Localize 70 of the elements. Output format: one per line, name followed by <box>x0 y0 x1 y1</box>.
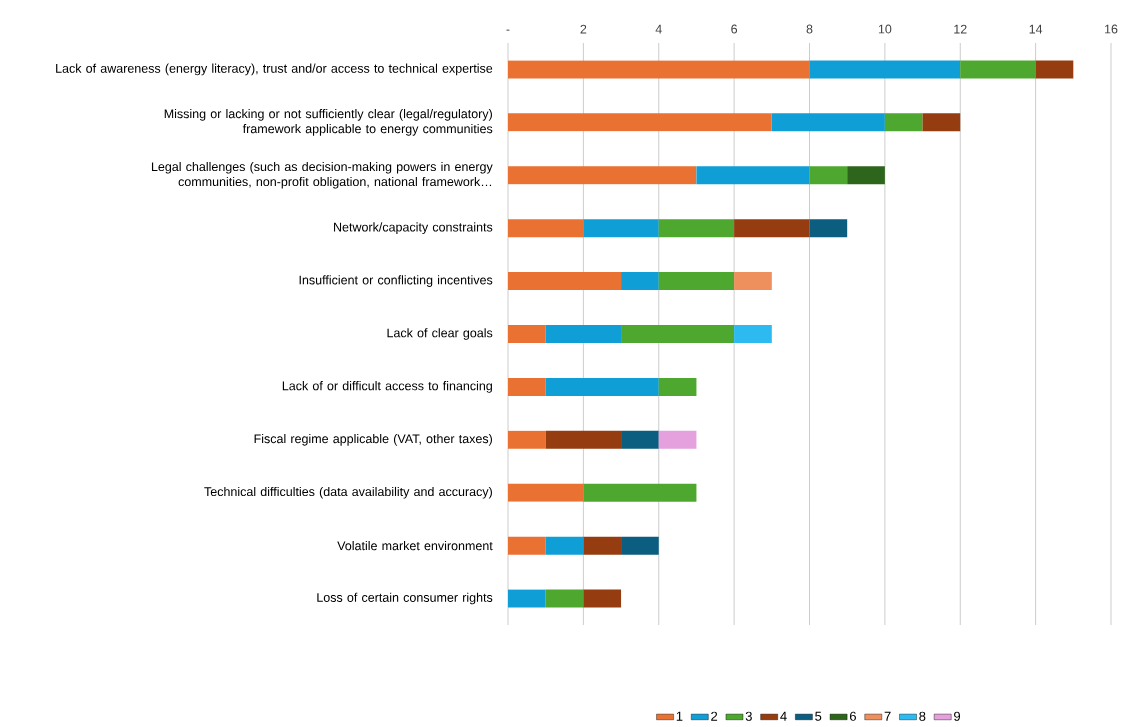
bar <box>809 166 848 185</box>
bar <box>508 377 546 396</box>
bar <box>696 166 810 185</box>
legend-label: 6 <box>849 711 856 721</box>
bar <box>658 219 735 238</box>
bar <box>583 589 622 608</box>
bar <box>809 219 848 238</box>
y-tick-label: Fiscal regime applicable (VAT, other taxes) <box>254 433 492 446</box>
bar <box>771 113 885 132</box>
x-tick-label: 8 <box>806 24 813 34</box>
y-tick-label: Volatile market environment <box>337 541 493 551</box>
bar <box>545 377 659 396</box>
bar <box>545 325 622 343</box>
legend-label: 1 <box>676 711 683 721</box>
x-tick-label: 6 <box>731 24 738 34</box>
bar <box>621 325 735 343</box>
bar <box>583 219 659 238</box>
y-tick-label: Network/capacity constraints <box>334 222 493 234</box>
x-tick-label: 2 <box>580 24 587 34</box>
bar <box>508 430 546 449</box>
legend-label: 8 <box>919 711 926 721</box>
bar <box>545 589 584 608</box>
bar <box>621 430 659 449</box>
x-tick-label: 4 <box>655 24 662 34</box>
bar <box>884 113 923 132</box>
y-tick-label: Lack of awareness (energy literacy), trust and/or access to technical expertise <box>56 63 493 76</box>
bar <box>545 536 584 555</box>
bar <box>508 113 772 132</box>
x-tick-label: 14 <box>1029 24 1043 34</box>
y-tick-label: Insufficient or conflicting incentives <box>299 275 493 287</box>
legend-label: 3 <box>745 711 752 721</box>
legend-label: 7 <box>884 711 891 721</box>
bar <box>508 272 622 291</box>
bar <box>583 483 697 502</box>
bar <box>734 325 772 343</box>
bar <box>809 60 961 79</box>
bar <box>545 430 622 449</box>
bar <box>658 272 735 291</box>
bar <box>508 60 810 79</box>
bar <box>734 219 810 238</box>
x-tick-label: - <box>506 29 510 31</box>
x-tick-label: 12 <box>954 24 967 34</box>
bar <box>583 536 622 555</box>
legend-label: 4 <box>780 711 787 721</box>
bar <box>621 536 659 555</box>
bar <box>508 219 584 238</box>
bar <box>658 430 697 449</box>
bar <box>508 166 697 185</box>
bar <box>922 113 961 132</box>
bar <box>734 272 772 291</box>
legend-label: 9 <box>954 711 961 721</box>
bar <box>508 589 546 608</box>
y-tick-label: Technical difficulties (data availability and accuracy) <box>204 486 492 499</box>
bar <box>658 377 697 396</box>
y-tick-label: Lack of or difficult access to financing <box>282 381 492 393</box>
y-tick-label: Lack of clear goals <box>387 328 493 340</box>
bar <box>508 325 546 343</box>
bar <box>508 483 584 502</box>
bar <box>960 60 1036 79</box>
legend-label: 2 <box>711 711 718 721</box>
bar <box>621 272 659 291</box>
bar <box>1035 60 1074 79</box>
bar <box>847 166 885 185</box>
y-tick-label: Missing or lacking or not sufficiently clear (legal/regulatory) framework applicable to energy communities <box>164 109 493 136</box>
y-tick-label: Loss of certain consumer rights <box>317 592 493 605</box>
legend-label: 5 <box>815 711 822 721</box>
x-tick-label: 10 <box>878 24 892 34</box>
x-tick-label: 16 <box>1105 24 1118 34</box>
bar <box>508 536 546 555</box>
y-tick-label: Legal challenges (such as decision-making powers in energy communities, non-profit obligation, national framework… <box>151 161 493 189</box>
